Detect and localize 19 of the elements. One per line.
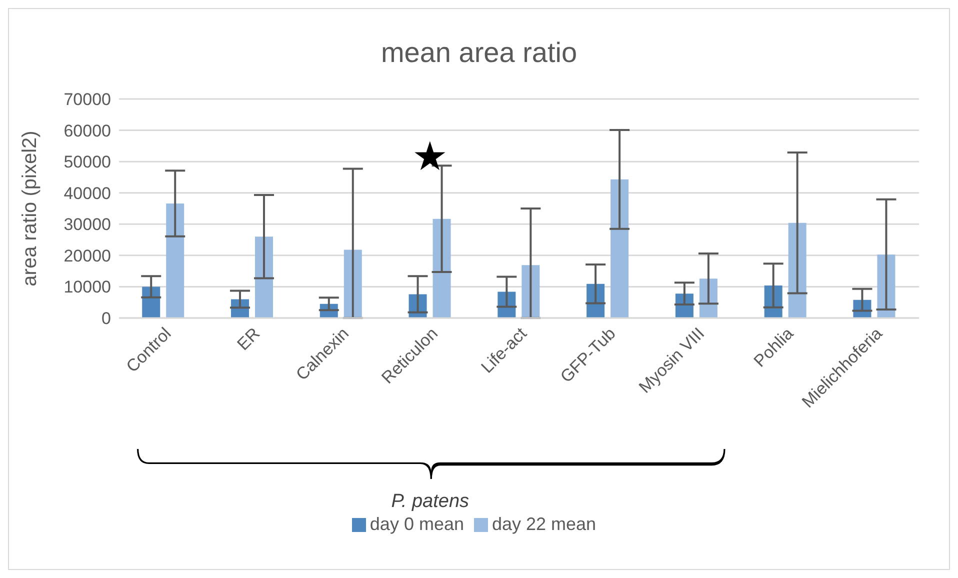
bar (166, 203, 184, 318)
x-tick-label: ER (234, 324, 264, 354)
y-tick-label: 30000 (64, 215, 111, 234)
y-tick-label: 0 (102, 309, 111, 328)
legend-label: day 0 mean (370, 514, 464, 534)
bar (255, 236, 273, 318)
y-tick-label: 40000 (64, 184, 111, 203)
text: P. patens (390, 491, 470, 513)
y-tick-label: 20000 (64, 246, 111, 266)
chart-title: mean area ratio (380, 37, 578, 69)
legend-label: day 22 mean (492, 514, 596, 534)
bar (610, 179, 629, 318)
y-tick-label: 70000 (64, 90, 111, 110)
y-tick-label: 10000 (64, 278, 111, 297)
y-tick-label: 60000 (64, 121, 111, 140)
y-axis-title: area ratio (pixel2) (19, 130, 42, 286)
y-tick-label: 50000 (64, 152, 111, 172)
annotation: ★ (411, 135, 450, 179)
bar (432, 218, 451, 318)
